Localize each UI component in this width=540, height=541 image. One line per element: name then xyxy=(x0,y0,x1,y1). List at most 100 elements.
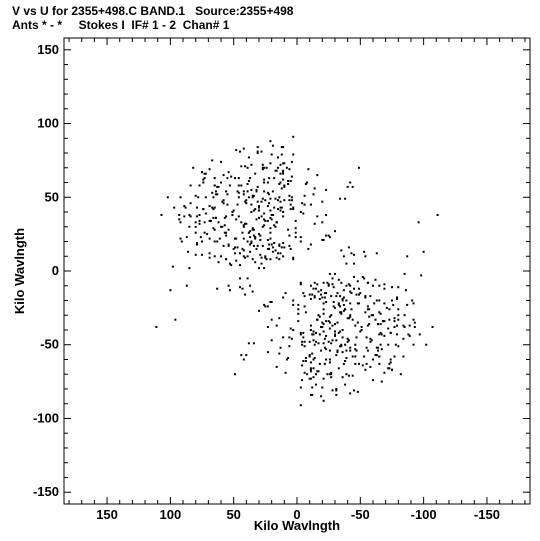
uv-point xyxy=(404,289,407,292)
uv-point xyxy=(275,365,278,368)
uv-point xyxy=(215,190,217,193)
uv-point xyxy=(355,336,358,339)
uv-point xyxy=(198,222,201,225)
uv-point xyxy=(290,175,293,178)
uv-point xyxy=(341,329,344,331)
uv-point xyxy=(261,225,264,228)
uv-point xyxy=(402,355,405,358)
uv-point xyxy=(259,239,262,241)
uv-point xyxy=(334,333,336,336)
uv-point xyxy=(232,247,235,250)
uv-point xyxy=(349,315,352,318)
uv-point xyxy=(322,399,325,402)
uv-point xyxy=(277,252,279,255)
uv-point xyxy=(413,326,416,328)
uv-point xyxy=(222,202,225,205)
uv-point xyxy=(288,194,291,197)
uv-point xyxy=(325,234,328,237)
uv-point xyxy=(258,209,260,212)
uv-point xyxy=(403,326,406,328)
uv-point xyxy=(321,296,324,299)
uv-point xyxy=(279,209,282,212)
uv-point xyxy=(301,202,304,205)
uv-point xyxy=(183,215,186,218)
uv-point xyxy=(180,240,183,243)
uv-point xyxy=(271,144,274,147)
uv-point xyxy=(322,308,325,311)
uv-point xyxy=(349,349,352,352)
uv-point xyxy=(209,219,212,222)
uv-point xyxy=(331,389,334,392)
uv-point xyxy=(179,196,182,199)
y-tick-label: 0 xyxy=(52,263,59,278)
uv-point xyxy=(203,177,206,180)
uv-point xyxy=(337,331,340,334)
uv-point xyxy=(213,184,216,187)
uv-point xyxy=(263,218,266,221)
uv-point xyxy=(331,283,334,286)
uv-point xyxy=(303,305,306,308)
uv-point xyxy=(382,320,385,323)
uv-point xyxy=(173,206,176,209)
uv-point xyxy=(417,221,420,224)
uv-point xyxy=(271,214,274,216)
uv-point xyxy=(282,162,285,165)
uv-point xyxy=(252,228,255,231)
uv-point xyxy=(346,340,349,343)
uv-point xyxy=(328,236,331,239)
uv-point xyxy=(316,174,319,177)
uv-point xyxy=(328,272,331,275)
uv-point xyxy=(327,284,330,287)
uv-point xyxy=(277,208,279,211)
uv-point xyxy=(226,177,229,180)
uv-point xyxy=(299,331,302,334)
uv-point xyxy=(278,244,281,247)
uv-point xyxy=(403,314,406,317)
uv-point xyxy=(341,299,344,302)
uv-point xyxy=(202,181,205,184)
uv-point xyxy=(266,351,269,354)
uv-point xyxy=(275,256,278,259)
uv-point xyxy=(347,339,350,342)
uv-point xyxy=(250,242,253,244)
uv-point xyxy=(354,343,357,346)
uv-point xyxy=(420,274,423,277)
uv-point xyxy=(188,225,191,228)
uv-point xyxy=(258,233,260,236)
uv-point xyxy=(309,298,312,300)
uv-point xyxy=(288,244,291,247)
uv-point xyxy=(216,240,219,243)
uv-point xyxy=(383,334,386,337)
uv-point xyxy=(204,212,207,215)
uv-point xyxy=(249,177,252,180)
uv-point xyxy=(269,301,272,303)
uv-point xyxy=(242,237,245,240)
uv-point xyxy=(323,362,326,365)
uv-point xyxy=(282,211,285,213)
uv-point xyxy=(254,208,257,211)
uv-point xyxy=(194,221,197,224)
uv-point xyxy=(328,349,331,352)
uv-point xyxy=(321,200,324,203)
uv-point xyxy=(334,272,336,275)
uv-point xyxy=(309,284,312,287)
uv-point xyxy=(302,331,305,334)
uv-point xyxy=(363,355,366,358)
uv-point xyxy=(294,236,297,239)
uv-point xyxy=(217,261,220,264)
uv-point xyxy=(261,168,264,171)
uv-point xyxy=(318,315,321,318)
uv-point xyxy=(282,336,285,339)
uv-point xyxy=(260,200,263,203)
uv-point xyxy=(342,289,345,292)
uv-point xyxy=(334,323,336,326)
uv-point xyxy=(379,323,382,326)
uv-point xyxy=(303,295,306,298)
uv-point xyxy=(256,185,259,188)
uv-point xyxy=(236,203,239,206)
uv-point xyxy=(297,303,300,306)
uv-point xyxy=(201,240,203,243)
uv-point xyxy=(318,298,321,300)
chart-title: V vs U for 2355+498.C BAND.1 Source:2355… xyxy=(12,4,294,18)
uv-point xyxy=(242,225,245,228)
